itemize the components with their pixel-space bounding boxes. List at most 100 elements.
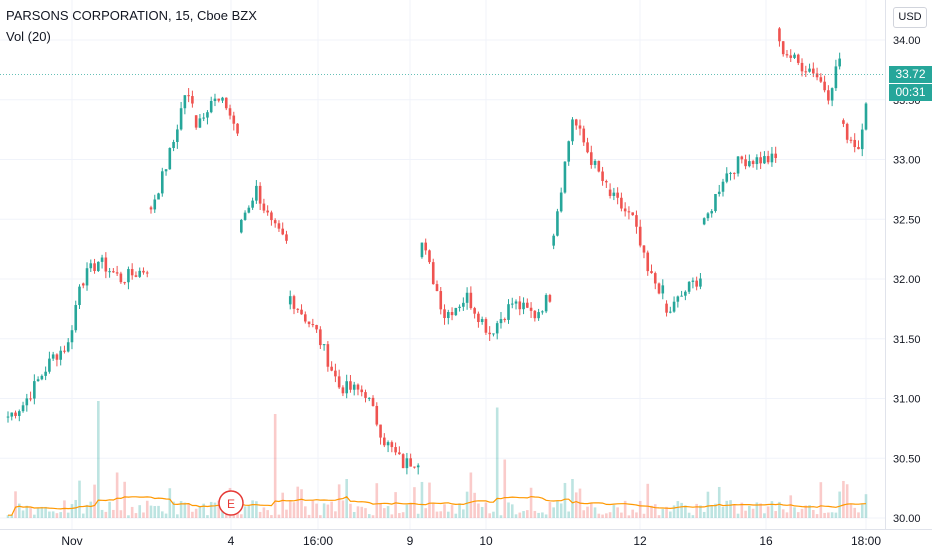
candle-body — [127, 269, 130, 283]
candle-body — [149, 207, 153, 210]
chart-title[interactable]: PARSONS CORPORATION, 15, Cboe BZX — [6, 8, 257, 23]
candle-body — [413, 466, 416, 468]
volume-bar — [277, 514, 281, 518]
candle-body — [789, 55, 793, 58]
candle-body — [605, 181, 608, 183]
candle-body — [138, 270, 142, 277]
volume-bar — [838, 491, 841, 518]
candle-body — [213, 98, 217, 102]
candle-body — [281, 228, 285, 235]
volume-bar — [420, 481, 424, 518]
candle-body — [804, 71, 808, 73]
candle-body — [627, 211, 631, 213]
volume-bar — [672, 505, 676, 518]
candle-body — [176, 129, 179, 142]
time-tick-label: 16:00 — [303, 534, 333, 548]
volume-bar — [812, 509, 815, 518]
earnings-marker[interactable]: E — [218, 490, 244, 516]
candle-body — [206, 112, 209, 118]
volume-bar — [702, 511, 706, 518]
candle-body — [514, 301, 518, 304]
earnings-marker-label: E — [227, 497, 235, 511]
candle-body — [33, 381, 36, 399]
candle-body — [164, 169, 168, 172]
volume-bar — [40, 506, 44, 518]
volume-bar — [149, 505, 153, 518]
candle-body — [21, 405, 25, 412]
candle-body — [574, 119, 578, 126]
candle-body — [522, 302, 525, 310]
price-tick-label: 31.00 — [893, 394, 921, 406]
candle-body — [51, 354, 55, 359]
candle-body — [465, 292, 469, 303]
candle-body — [89, 263, 93, 269]
volume-bar — [176, 514, 179, 518]
volume-bar — [81, 513, 85, 518]
volume-bar — [446, 511, 450, 518]
volume-bar — [315, 503, 318, 518]
volume-bar — [307, 514, 311, 518]
volume-bar — [567, 511, 571, 518]
time-axis: Nov 4 16:00 9 10 12 16 18:00 — [61, 534, 881, 548]
candle-body — [766, 156, 770, 163]
volume-bar — [759, 503, 762, 518]
volume-bar — [164, 513, 168, 518]
volume-bar — [740, 502, 744, 518]
volume-bar — [729, 500, 732, 518]
volume-bar — [793, 507, 796, 518]
time-tick-label: Nov — [61, 534, 82, 548]
volume-bar — [781, 509, 785, 518]
volume-bar — [597, 513, 601, 518]
candle-body — [29, 398, 32, 400]
candle-body — [273, 220, 277, 224]
candle-body — [221, 97, 224, 101]
price-tick-label: 32.50 — [893, 214, 921, 226]
volume-bar — [424, 508, 428, 518]
candle-body — [345, 381, 348, 394]
candle-body — [63, 350, 66, 352]
volume-bar — [375, 483, 379, 518]
currency-button[interactable]: USD — [893, 7, 927, 28]
candle-body — [25, 398, 29, 406]
candle-body — [352, 384, 356, 390]
volume-bar — [243, 506, 247, 518]
candle-body — [691, 280, 695, 282]
volume-bar — [507, 502, 510, 518]
time-tick-label: 10 — [479, 534, 493, 548]
volume-bar — [710, 505, 714, 518]
candle-body — [356, 384, 360, 390]
candle-body — [191, 96, 194, 104]
volume-bar — [778, 501, 781, 518]
volume-bar — [574, 492, 578, 518]
volume-bar — [510, 504, 514, 518]
candle-body — [311, 324, 315, 326]
volume-bar — [66, 512, 70, 518]
candle-body — [40, 375, 44, 380]
volume-bar — [157, 505, 160, 518]
candle-body — [100, 257, 104, 262]
bar-countdown-label: 00:31 — [889, 84, 932, 101]
volume-bar — [288, 501, 292, 518]
candle-body — [367, 397, 371, 399]
volume-bar — [194, 508, 198, 518]
volume-bar — [55, 513, 59, 518]
volume-bar — [774, 511, 777, 518]
volume-indicator-label[interactable]: Vol (20) — [6, 29, 51, 44]
candle-body — [582, 128, 586, 143]
candle-body — [123, 282, 126, 284]
candle-body — [371, 397, 375, 406]
volume-bar — [488, 513, 491, 518]
volume-bar — [428, 482, 431, 518]
candle-body — [823, 81, 826, 91]
volume-bar — [548, 502, 552, 518]
volume-bar — [526, 510, 529, 518]
volume-bar — [59, 512, 62, 518]
volume-bar — [322, 503, 326, 518]
candle-body — [85, 268, 89, 286]
candle-body — [296, 308, 300, 310]
volume-bar — [650, 505, 653, 518]
candle-body — [676, 296, 680, 302]
candle-body — [616, 192, 619, 198]
volume-bar — [398, 513, 401, 518]
